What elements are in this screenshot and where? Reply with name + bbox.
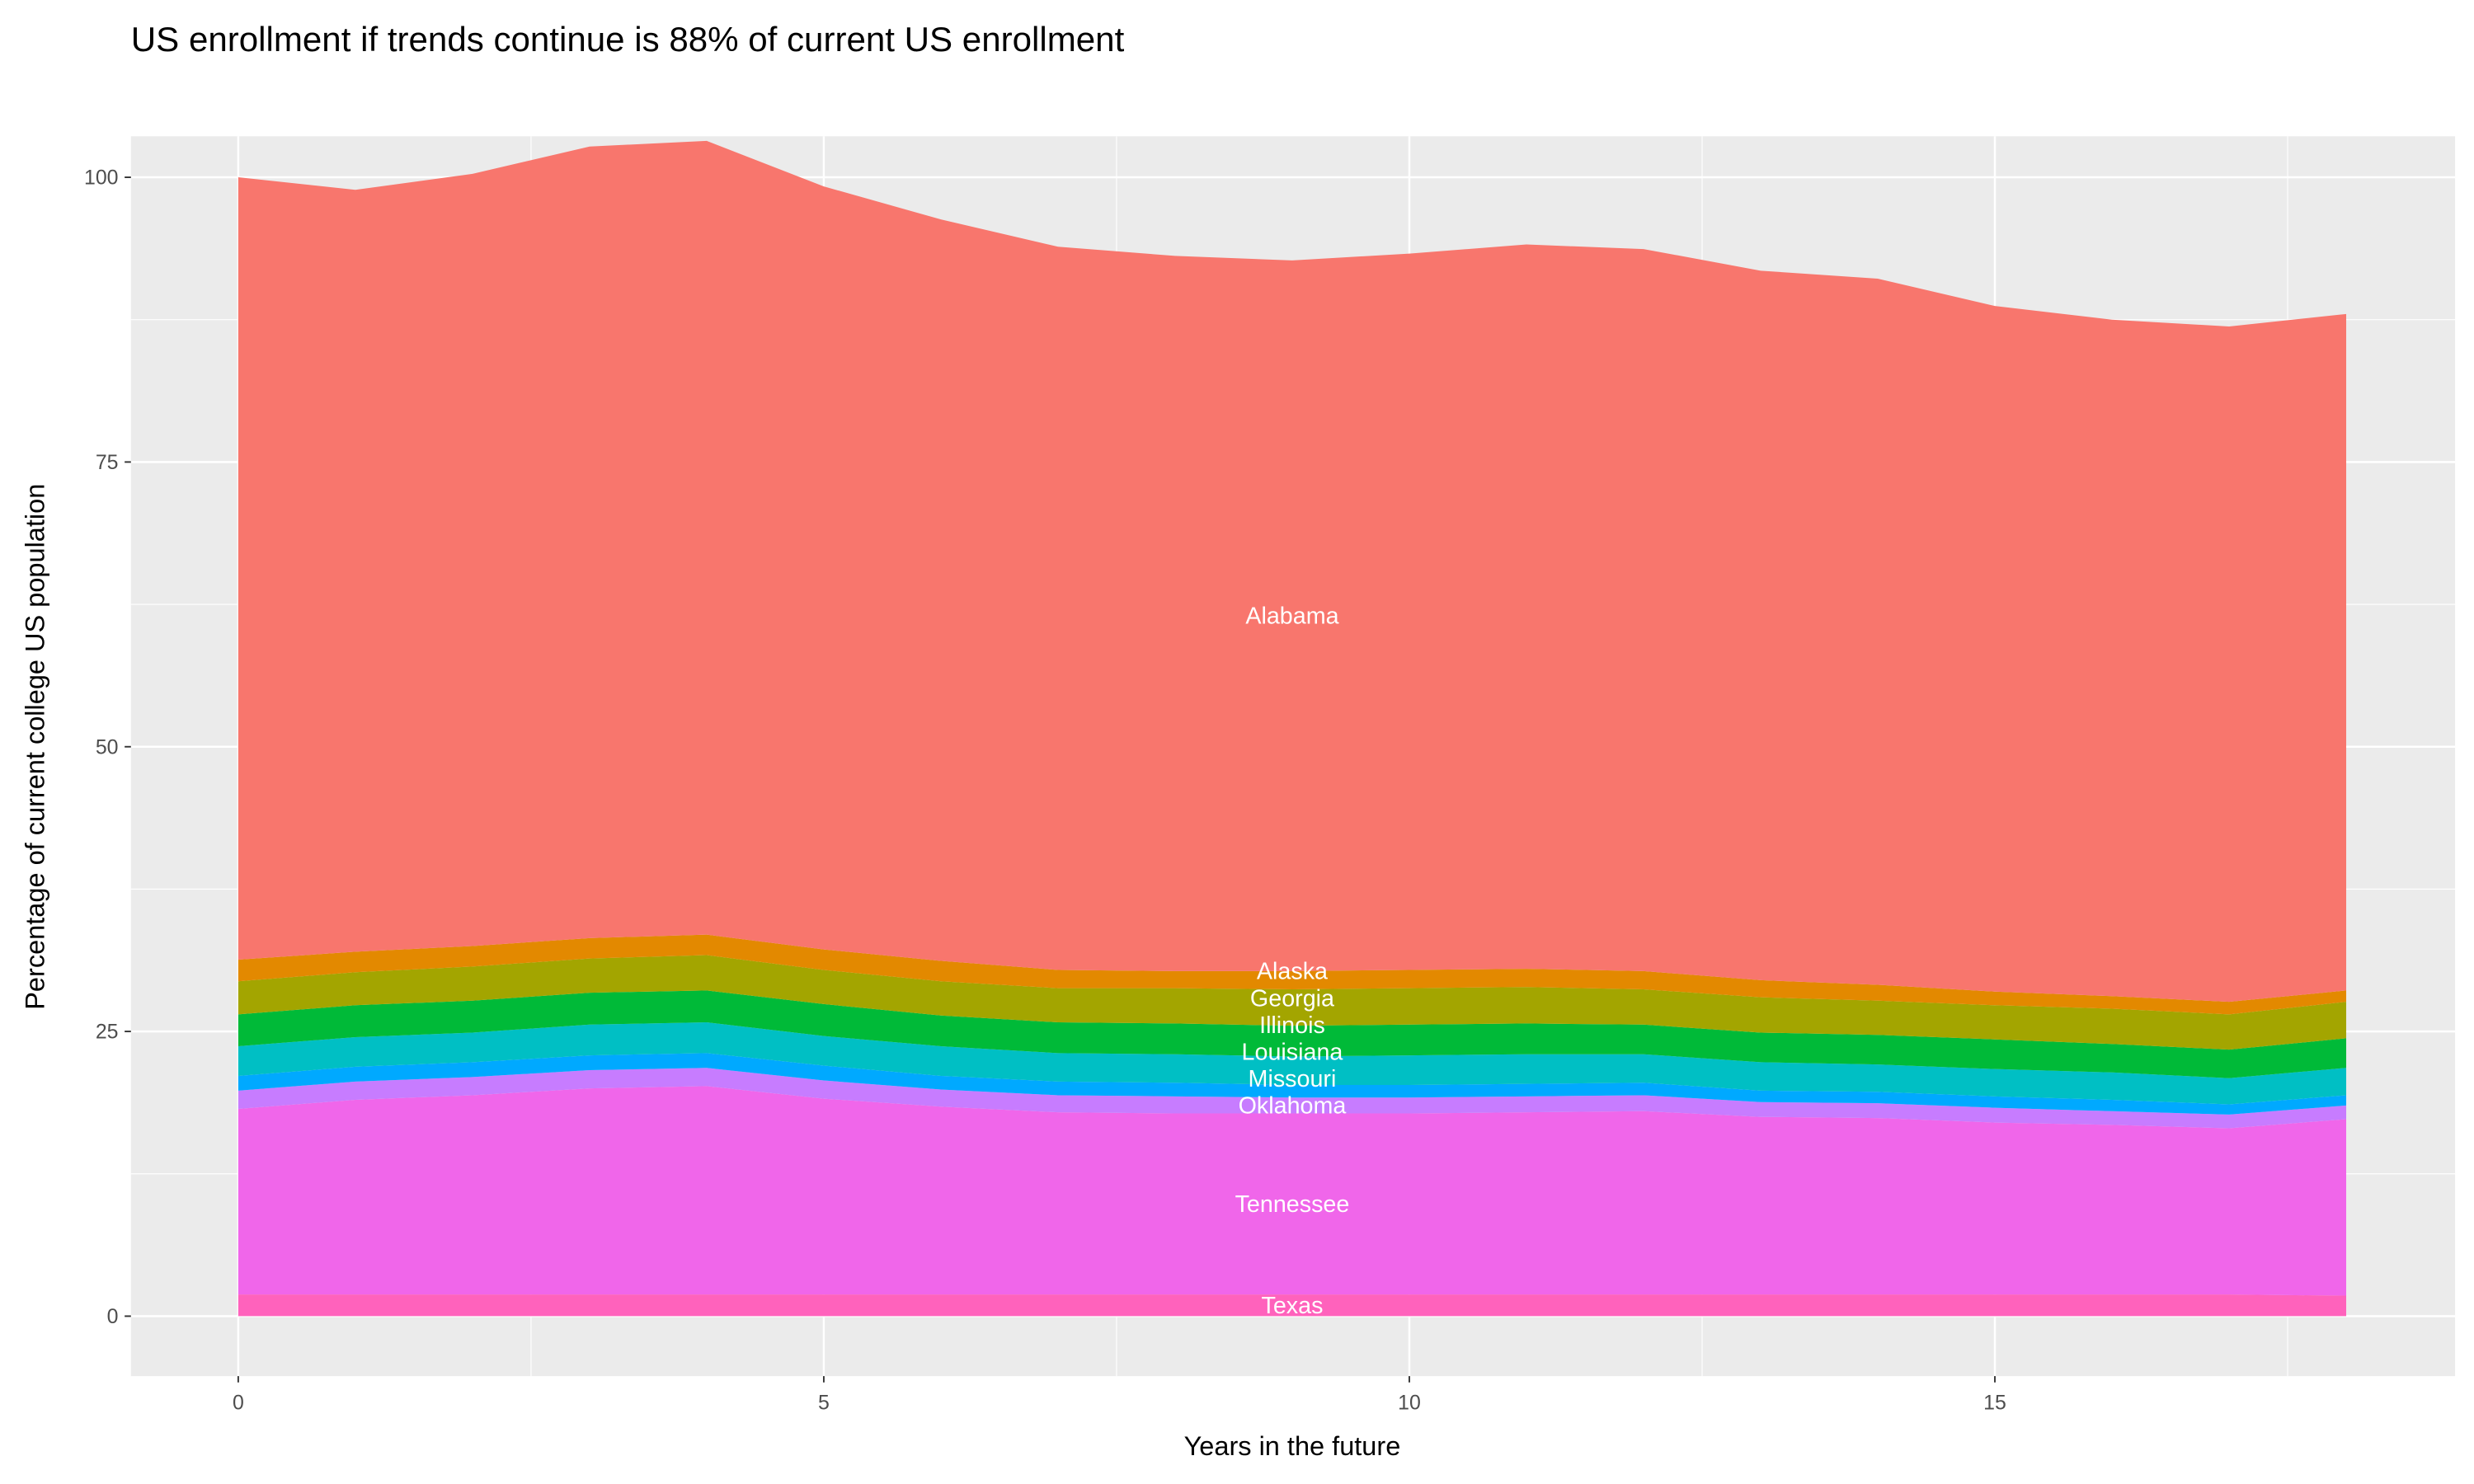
series-label-alabama: Alabama [1245, 603, 1338, 630]
area-alaska [238, 934, 2347, 1015]
series-label-georgia: Georgia [1250, 985, 1334, 1012]
y-axis-title: Percentage of current college US populat… [21, 484, 50, 1010]
x-tick-label: 0 [233, 1391, 244, 1414]
chart-title: US enrollment if trends continue is 88% … [131, 20, 1125, 59]
y-tick-label: 75 [96, 451, 119, 474]
series-labels: Texas Tennessee OklahomaMissouriLouisianaI… [1235, 603, 1350, 1319]
series-label-missouri: Missouri [1249, 1066, 1337, 1092]
x-tick-label: 10 [1398, 1391, 1421, 1414]
series-label-illinois: Illinois [1259, 1012, 1325, 1039]
area-series [238, 140, 2347, 1317]
x-tick-label: 5 [818, 1391, 830, 1414]
series-label-oklahoma: Oklahoma [1239, 1092, 1347, 1119]
axes: 0 25 50 75 100 0 5 10 15 [84, 167, 2006, 1415]
series-label-texas: Texas [1261, 1293, 1323, 1319]
area-georgia [238, 955, 2347, 1050]
area-oklahoma [238, 1068, 2347, 1129]
x-axis-title: Years in the future [1184, 1431, 1401, 1461]
area-louisiana [238, 1022, 2347, 1105]
y-tick-label: 25 [96, 1021, 119, 1044]
series-label-alaska: Alaska [1257, 959, 1328, 985]
area-illinois [238, 990, 2347, 1078]
area-alabama [238, 140, 2347, 1003]
series-label-louisiana: Louisiana [1242, 1039, 1343, 1065]
area-texas [238, 1294, 2347, 1317]
y-tick-label: 0 [107, 1305, 119, 1328]
area-tennessee [238, 1086, 2347, 1296]
area-missouri [238, 1053, 2347, 1115]
x-tick-label: 15 [1983, 1391, 2006, 1414]
y-tick-label: 50 [96, 735, 119, 758]
y-tick-label: 100 [84, 167, 118, 190]
series-label-tennessee: Tennessee [1235, 1191, 1350, 1218]
